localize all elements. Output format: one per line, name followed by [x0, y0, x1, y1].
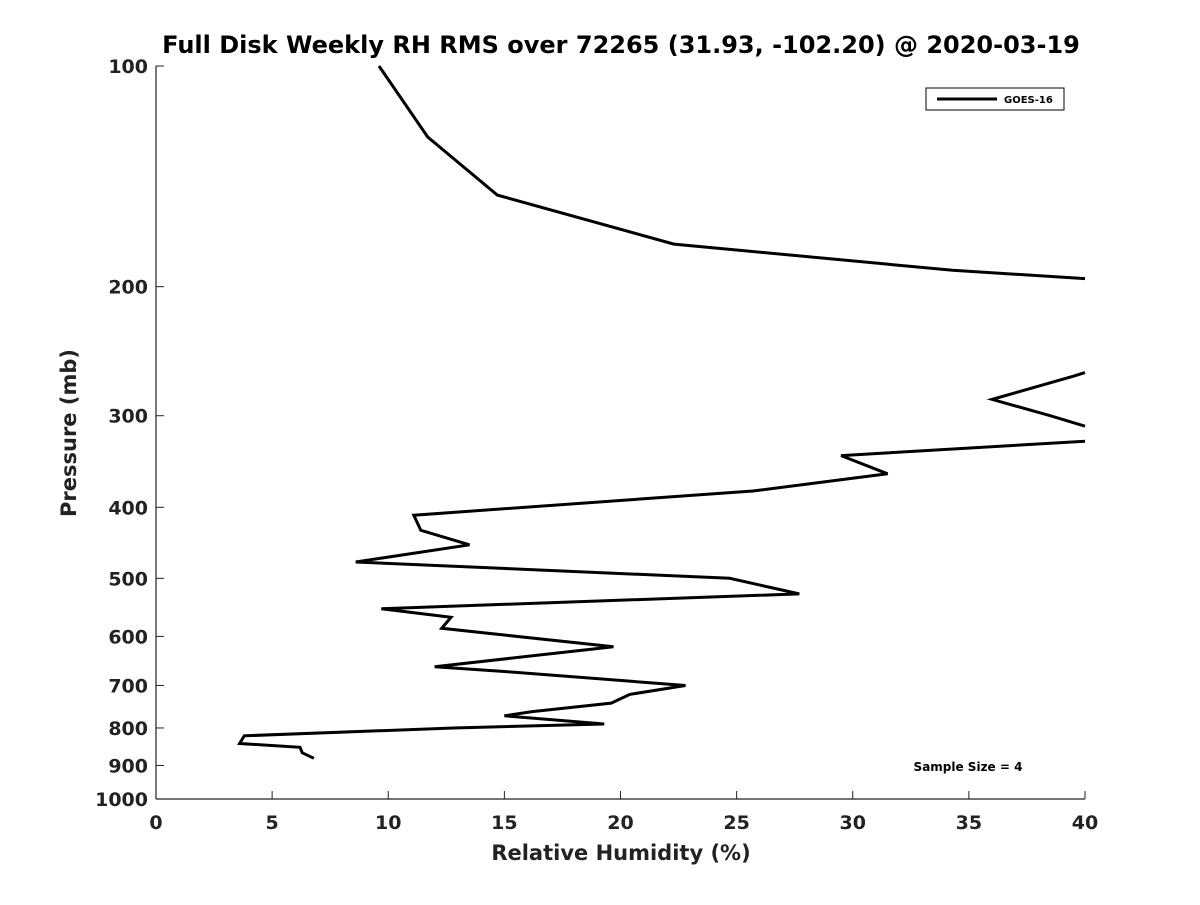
y-tick-label: 200: [108, 277, 148, 299]
y-tick-label: 700: [108, 675, 148, 697]
y-axis-label: Pressure (mb): [57, 349, 81, 517]
x-tick-label: 10: [375, 812, 401, 834]
chart-title: Full Disk Weekly RH RMS over 72265 (31.9…: [162, 31, 1080, 59]
y-tick-label: 1000: [95, 789, 148, 811]
x-tick-label: 20: [607, 812, 633, 834]
x-tick-label: 25: [723, 812, 749, 834]
y-tick-label: 800: [108, 718, 148, 740]
x-tick-label: 15: [491, 812, 517, 834]
y-tick-label: 300: [108, 406, 148, 428]
series-line-segment-3: [237, 439, 1086, 760]
series-line-segment-1: [377, 65, 1086, 281]
x-tick-label: 5: [266, 812, 279, 834]
plot-area: 0 5 10 15 20 25 30 35 40 100 200 300 400 500 600 700 800…: [95, 56, 1098, 834]
x-tick-label: 30: [840, 812, 866, 834]
y-tick-label: 100: [108, 56, 148, 78]
y-tick-label: 900: [108, 755, 148, 777]
x-tick-label: 40: [1072, 812, 1098, 834]
y-tick-label: 500: [108, 568, 148, 590]
legend: GOES-16: [925, 87, 1065, 111]
sample-size-annotation: Sample Size = 4: [914, 760, 1023, 774]
x-tick-label: 0: [149, 812, 162, 834]
legend-label: GOES-16: [1004, 95, 1053, 106]
x-tick-label: 35: [956, 812, 982, 834]
y-tick-label: 600: [108, 626, 148, 648]
y-tick-label: 400: [108, 497, 148, 519]
x-axis-label: Relative Humidity (%): [491, 841, 750, 865]
series-line-segment-2: [986, 371, 1086, 428]
